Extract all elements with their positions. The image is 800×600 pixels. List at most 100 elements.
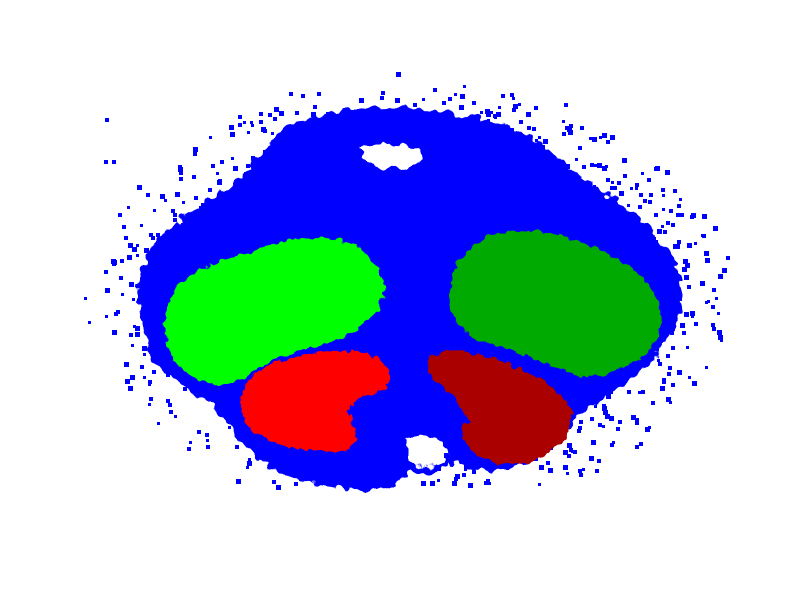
speckle bbox=[340, 457, 344, 461]
speckle bbox=[606, 394, 611, 399]
speckle bbox=[663, 271, 666, 274]
speckle bbox=[421, 481, 426, 486]
speckle bbox=[260, 454, 264, 458]
speckle bbox=[121, 293, 124, 296]
speckle bbox=[579, 473, 583, 477]
speckle bbox=[151, 236, 155, 240]
speckle bbox=[608, 389, 613, 394]
speckle bbox=[463, 85, 466, 88]
speckle bbox=[433, 114, 438, 119]
speckle bbox=[490, 111, 493, 114]
speckle bbox=[677, 204, 681, 208]
speckle bbox=[169, 410, 173, 414]
speckle bbox=[289, 92, 293, 96]
speckle bbox=[395, 98, 400, 103]
speckle bbox=[104, 160, 108, 164]
speckle bbox=[613, 186, 617, 190]
speckle bbox=[562, 120, 565, 123]
speckle bbox=[247, 461, 252, 466]
speckle bbox=[253, 161, 258, 166]
speckle bbox=[124, 236, 128, 240]
speckle bbox=[437, 479, 440, 482]
speckle bbox=[347, 136, 351, 140]
speckle bbox=[605, 414, 610, 419]
speckle bbox=[496, 112, 501, 117]
speckle bbox=[679, 298, 682, 301]
speckle bbox=[638, 205, 642, 209]
speckle bbox=[647, 241, 651, 245]
speckle bbox=[476, 128, 479, 131]
speckle bbox=[641, 390, 645, 394]
speckle bbox=[120, 259, 124, 263]
speckle bbox=[577, 429, 581, 433]
speckle bbox=[619, 191, 624, 196]
speckle bbox=[590, 163, 594, 167]
speckle bbox=[140, 365, 144, 369]
speckle bbox=[541, 145, 545, 149]
speckle bbox=[538, 136, 541, 139]
speckle bbox=[127, 255, 132, 260]
speckle bbox=[230, 132, 235, 137]
speckle bbox=[261, 441, 266, 446]
speckle bbox=[337, 124, 341, 128]
speckle bbox=[386, 465, 391, 470]
speckle bbox=[205, 433, 209, 437]
speckle bbox=[464, 464, 469, 469]
speckle bbox=[534, 106, 538, 110]
speckle bbox=[684, 275, 689, 280]
speckle bbox=[562, 132, 566, 136]
speckle bbox=[310, 462, 315, 467]
speckle bbox=[669, 209, 673, 213]
speckle bbox=[166, 373, 170, 377]
speckle bbox=[705, 258, 710, 263]
speckle bbox=[244, 172, 248, 176]
speckle bbox=[165, 265, 169, 269]
speckle bbox=[679, 198, 682, 201]
speckle bbox=[157, 422, 160, 425]
speckle bbox=[105, 315, 108, 318]
speckle bbox=[590, 417, 594, 421]
speckle bbox=[345, 127, 349, 131]
speckle bbox=[627, 390, 631, 394]
speckle bbox=[356, 453, 361, 458]
speckle bbox=[218, 179, 222, 183]
speckle bbox=[208, 188, 212, 192]
speckle bbox=[639, 193, 643, 197]
speckle bbox=[160, 264, 163, 267]
speckle bbox=[635, 418, 639, 422]
speckle bbox=[687, 285, 691, 289]
speckle bbox=[501, 94, 505, 98]
speckle bbox=[129, 282, 134, 287]
speckle bbox=[513, 104, 518, 109]
speckle bbox=[481, 129, 485, 133]
speckle bbox=[694, 322, 698, 326]
speckle bbox=[398, 118, 402, 122]
speckle bbox=[149, 233, 153, 237]
speckle bbox=[468, 117, 472, 121]
speckle bbox=[565, 126, 569, 130]
speckle bbox=[132, 298, 135, 301]
speckle bbox=[133, 325, 136, 328]
speckle bbox=[647, 178, 651, 182]
speckle bbox=[660, 324, 664, 328]
speckle bbox=[236, 479, 241, 484]
speckle bbox=[688, 376, 691, 379]
speckle bbox=[326, 112, 330, 116]
speckle bbox=[610, 135, 615, 140]
left-lower-lobe-shape bbox=[240, 350, 390, 453]
speckle bbox=[673, 244, 678, 249]
speckle bbox=[486, 479, 490, 483]
speckle bbox=[548, 468, 553, 473]
speckle bbox=[669, 401, 672, 404]
speckle bbox=[602, 406, 607, 411]
speckle bbox=[606, 199, 610, 203]
speckle bbox=[684, 312, 689, 317]
speckle bbox=[422, 98, 425, 101]
speckle bbox=[241, 417, 244, 420]
speckle bbox=[717, 312, 720, 315]
speckle bbox=[112, 260, 117, 265]
speckle bbox=[122, 225, 126, 229]
speckle bbox=[171, 209, 175, 213]
right-upper-lobe-shape bbox=[449, 230, 662, 377]
